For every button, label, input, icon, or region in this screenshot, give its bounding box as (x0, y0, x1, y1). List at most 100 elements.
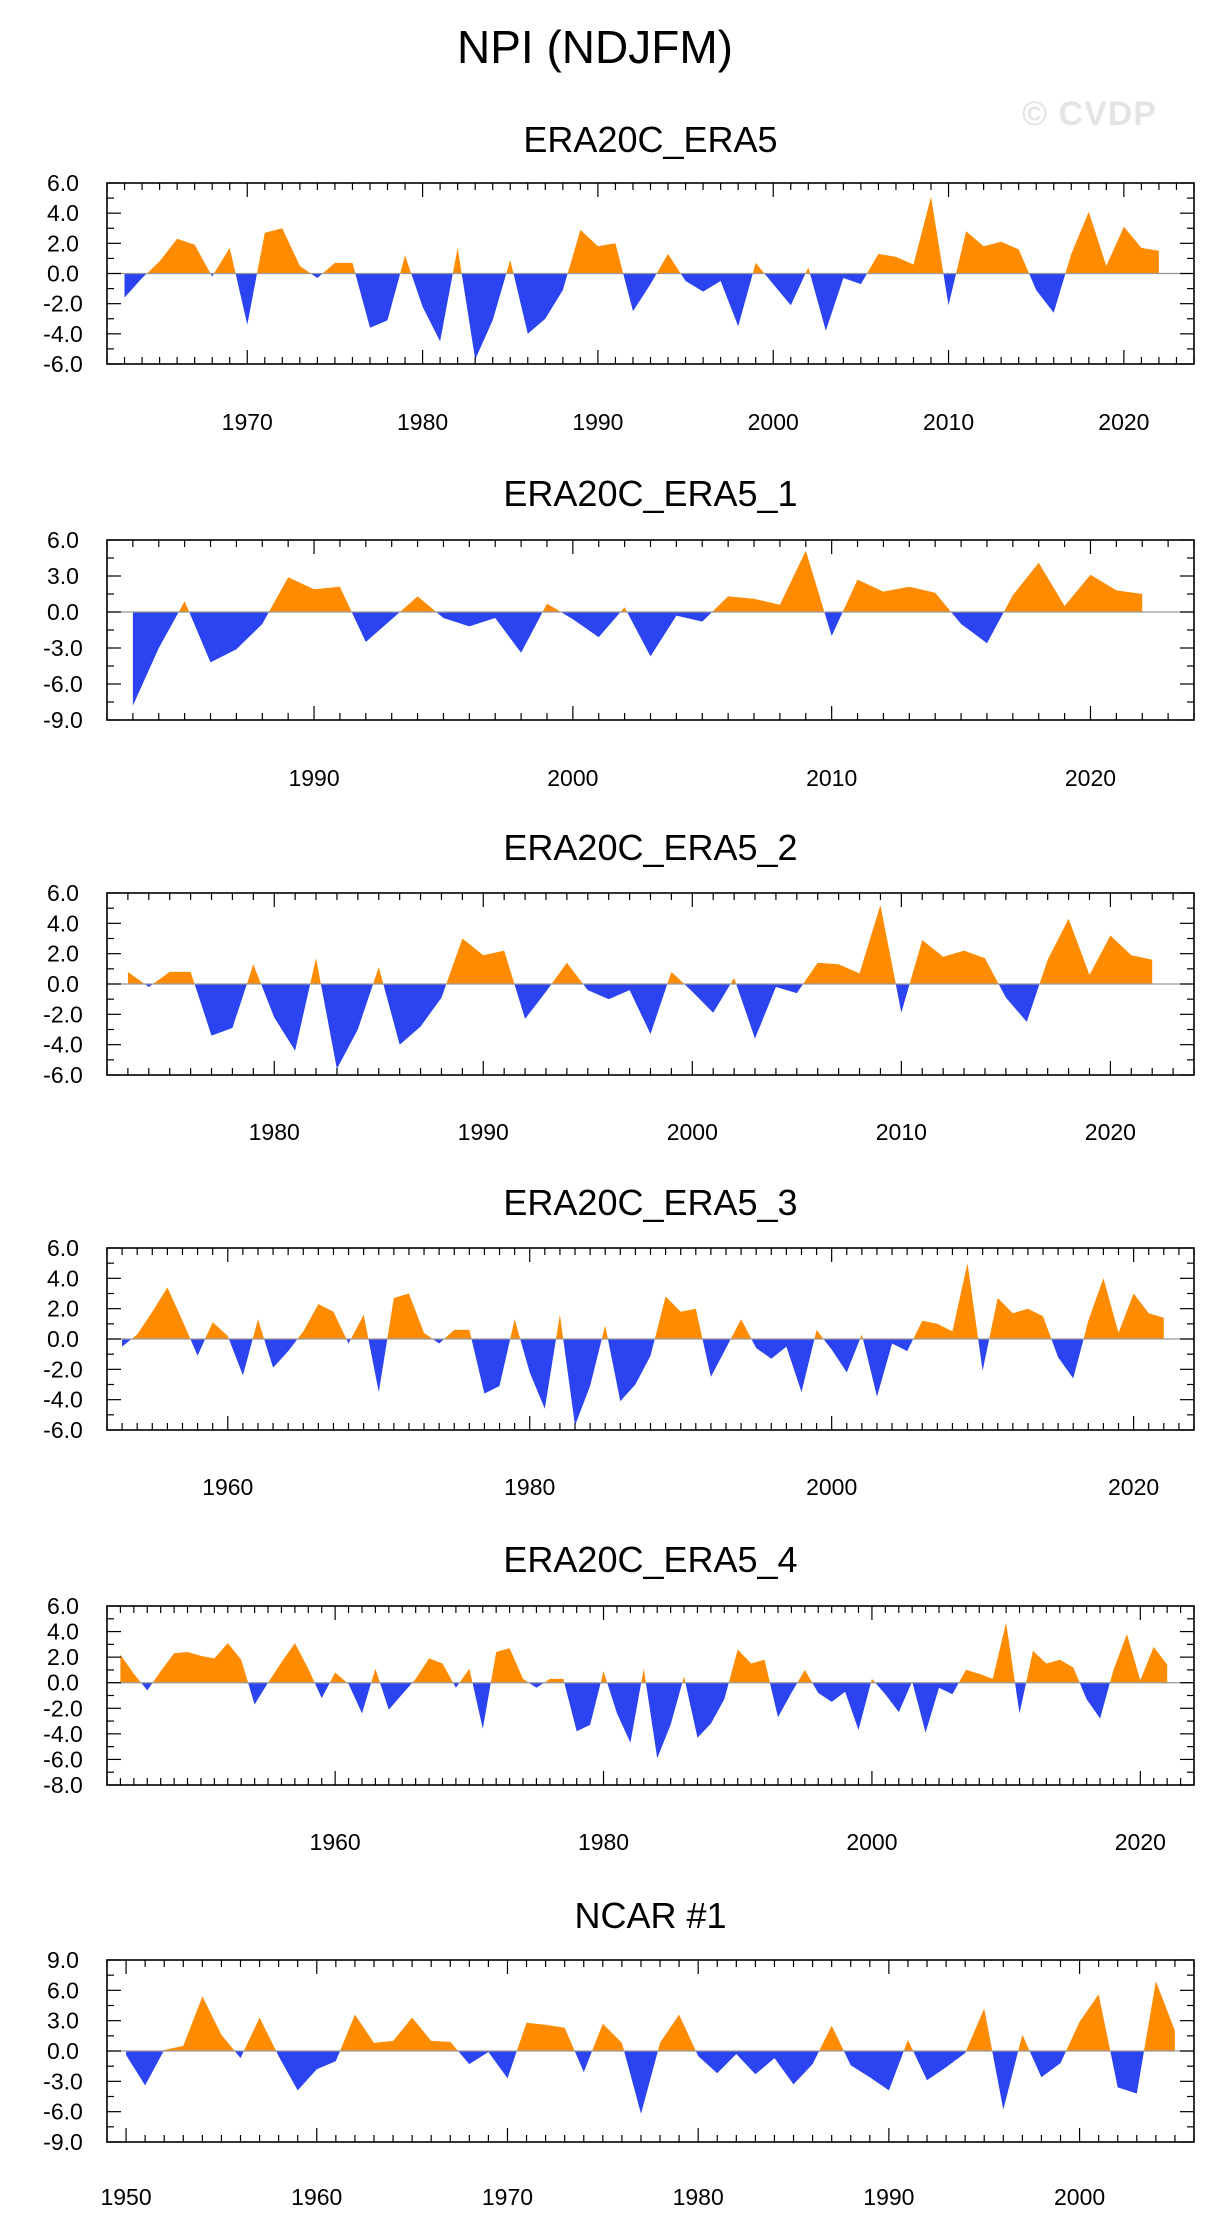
positive-area-21 (641, 1668, 646, 1683)
negative-area-13 (432, 1339, 445, 1344)
positive-area-14 (842, 579, 952, 612)
y-tick-label: 6.0 (47, 1593, 79, 1619)
negative-area-24 (685, 1682, 729, 1738)
chart-panel-3: ERA20C_ERA5_2 1980 1990 2000 2010 2020 6.0 4.0 2… (43, 827, 1195, 1145)
y-tick-label: -4.0 (43, 321, 83, 347)
x-tick-label: 1990 (288, 765, 339, 791)
negative-area-1 (122, 1339, 132, 1347)
negative-area-13 (824, 612, 843, 636)
negative-area-4 (248, 1682, 268, 1705)
y-tick-label: 2.0 (47, 230, 79, 256)
positive-area-27 (797, 1669, 813, 1683)
y-tick-label: 2.0 (47, 1644, 79, 1670)
negative-area-10 (380, 1682, 413, 1710)
x-tick-label: 1960 (291, 2184, 342, 2210)
positive-area-1 (127, 971, 145, 984)
positive-area-23 (682, 1676, 686, 1683)
positive-area-28 (860, 1334, 863, 1339)
y-tick-label: -2.0 (43, 1695, 83, 1721)
negative-area-23 (810, 273, 867, 331)
positive-area-11 (446, 938, 515, 984)
negative-area-27 (823, 1339, 860, 1373)
positive-area-22 (654, 1296, 703, 1339)
negative-area-14 (472, 1682, 491, 1729)
positive-area-22 (1066, 1994, 1111, 2051)
positive-area-9 (373, 967, 384, 984)
x-tick-label: 1990 (863, 2184, 914, 2210)
negative-area-17 (913, 2051, 966, 2081)
positive-area-8 (542, 603, 561, 612)
negative-area-5 (276, 2051, 340, 2091)
y-tick-label: 0.0 (47, 599, 79, 625)
positive-area-14 (444, 1329, 472, 1339)
negative-area-3 (234, 2051, 244, 2059)
positive-area-24 (730, 1319, 752, 1339)
negative-area-18 (736, 984, 804, 1039)
y-tick-label: 6.0 (47, 1235, 79, 1261)
positive-area-12 (387, 1293, 433, 1339)
y-tick-label: 3.0 (47, 563, 79, 589)
positive-area-6 (399, 596, 437, 612)
positive-area-12 (452, 247, 462, 274)
y-tick-label: 0.0 (47, 1670, 79, 1696)
negative-area-20 (895, 984, 910, 1013)
positive-area-18 (656, 253, 681, 274)
positive-area-5 (246, 964, 262, 984)
positive-area-23 (1039, 918, 1153, 984)
negative-area-6 (261, 984, 311, 1051)
x-tick-label: 2000 (1054, 2184, 1105, 2210)
negative-area-23 (1110, 2051, 1144, 2094)
positive-area-8 (297, 1304, 347, 1339)
x-tick-label: 2000 (667, 1119, 718, 1145)
x-tick-label: 1980 (578, 1829, 629, 1855)
y-tick-label: -3.0 (43, 635, 83, 661)
negative-area-4 (194, 984, 247, 1036)
negative-area-9 (560, 612, 621, 638)
positive-area-16 (510, 1319, 521, 1339)
negative-area-22 (998, 984, 1040, 1022)
positive-area-16 (1003, 562, 1143, 612)
negative-area-30 (875, 1682, 912, 1713)
positive-area-9 (371, 1668, 380, 1683)
negative-area-13 (695, 2051, 820, 2085)
y-tick-label: -6.0 (43, 351, 83, 377)
negative-area-11 (624, 2051, 658, 2114)
negative-area-28 (812, 1682, 871, 1730)
negative-area-27 (1029, 273, 1066, 313)
negative-area-25 (943, 273, 957, 306)
positive-area-24 (1144, 1981, 1175, 2051)
negative-area-17 (520, 1339, 556, 1409)
panel-title: ERA20C_ERA5_2 (503, 827, 797, 868)
negative-area-31 (978, 1339, 990, 1371)
y-tick-label: 6.0 (47, 527, 79, 553)
y-tick-label: -6.0 (43, 2099, 83, 2125)
positive-area-12 (657, 2014, 696, 2051)
negative-area-2 (144, 984, 153, 987)
y-tick-label: -3.0 (43, 2068, 83, 2094)
negative-area-5 (228, 1339, 253, 1376)
positive-area-5 (268, 1643, 315, 1683)
x-tick-label: 2010 (923, 409, 974, 435)
x-tick-label: 1960 (202, 1474, 253, 1500)
negative-area-7 (436, 612, 543, 653)
y-tick-label: 4.0 (47, 1265, 79, 1291)
positive-area-15 (490, 1648, 529, 1683)
x-tick-label: 1990 (572, 409, 623, 435)
negative-area-15 (471, 1339, 511, 1394)
positive-area-8 (516, 2022, 575, 2051)
negative-area-19 (992, 2051, 1019, 2110)
positive-area-13 (551, 962, 584, 984)
negative-area-21 (1029, 2051, 1067, 2078)
positive-area-10 (350, 1314, 369, 1339)
positive-area-17 (730, 977, 737, 984)
negative-area-9 (346, 1339, 351, 1344)
positive-area-3 (152, 1643, 249, 1683)
negative-area-23 (702, 1339, 731, 1377)
negative-area-11 (368, 1339, 388, 1393)
positive-area-20 (601, 1325, 608, 1339)
y-tick-label: -2.0 (43, 1356, 83, 1382)
negative-area-5 (351, 612, 400, 642)
negative-area-5 (235, 273, 257, 325)
positive-area-10 (620, 607, 628, 612)
positive-area-18 (556, 1314, 564, 1339)
